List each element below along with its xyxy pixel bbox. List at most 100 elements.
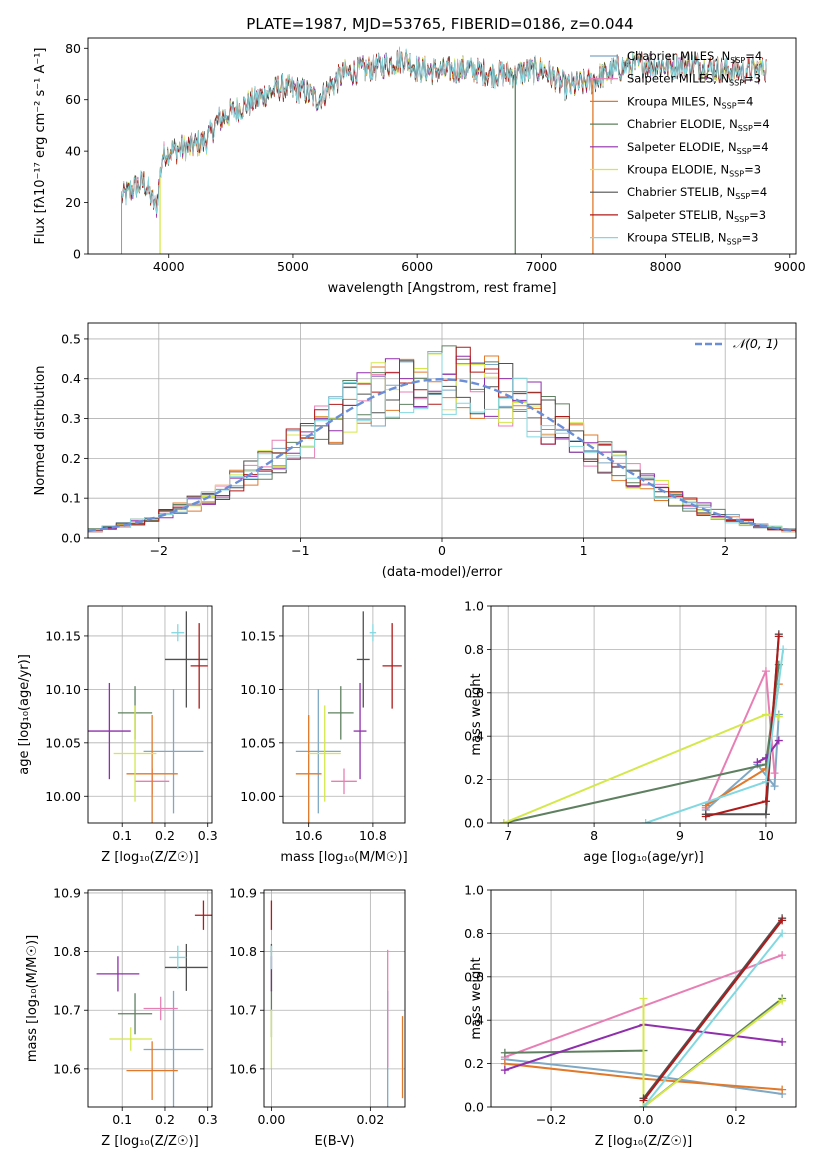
weight-line bbox=[503, 713, 779, 823]
mass-vs-ebv-panel: 0.00 0.02 10.6 10.7 10.8 10.9 E(B-V) bbox=[229, 885, 406, 1149]
weight-marker bbox=[499, 819, 508, 823]
y-tick-label: 0.8 bbox=[464, 642, 484, 657]
data-point bbox=[369, 624, 377, 642]
x-tick-label: 9 bbox=[676, 828, 684, 843]
y-tick-label: 0.8 bbox=[464, 926, 484, 941]
x-axis-label: mass [log₁₀(M/M☉)] bbox=[280, 850, 407, 865]
weight-marker bbox=[761, 667, 770, 676]
y-tick-label: 10.6 bbox=[229, 1061, 257, 1076]
x-tick-label: 7000 bbox=[525, 259, 557, 274]
y-tick-label: 0.2 bbox=[61, 451, 81, 466]
y-tick-label: 0.4 bbox=[464, 1013, 484, 1028]
legend-label: Chabrier MILES, NSSP=4 bbox=[627, 49, 762, 65]
weight-marker bbox=[639, 1103, 648, 1107]
data-point bbox=[331, 768, 357, 795]
data-point bbox=[295, 689, 341, 814]
legend-label: Chabrier ELODIE, NSSP=4 bbox=[627, 117, 770, 133]
y-axis-label: age [log₁₀(age/yr)] bbox=[17, 654, 32, 775]
spectrum-plot-area bbox=[121, 46, 767, 254]
x-axis-label: E(B-V) bbox=[314, 1134, 354, 1149]
y-tick-label: 80 bbox=[65, 41, 81, 56]
y-tick-label: 10.7 bbox=[53, 1003, 81, 1018]
y-tick-label: 10.6 bbox=[53, 1061, 81, 1076]
weight-marker bbox=[761, 777, 770, 786]
x-tick-label: −2 bbox=[150, 543, 168, 558]
y-tick-label: 10.05 bbox=[240, 735, 276, 750]
x-tick-label: −1 bbox=[291, 543, 309, 558]
data-point bbox=[308, 705, 341, 802]
y-tick-label: 0.6 bbox=[464, 969, 484, 984]
x-tick-label: 6000 bbox=[401, 259, 433, 274]
data-point bbox=[117, 993, 153, 1035]
mass-vs-Z-panel: 0.1 0.2 0.3 10.6 10.7 10.8 10.9 Z [log₁₀(Z/Z☉)]… bbox=[25, 885, 218, 1149]
weight-marker bbox=[778, 951, 787, 960]
data-point bbox=[194, 900, 212, 930]
y-tick-label: 60 bbox=[65, 92, 81, 107]
legend-label: Kroupa STELIB, NSSP=3 bbox=[627, 231, 758, 247]
x-tick-label: 0.3 bbox=[198, 1112, 218, 1127]
y-tick-label: 1.0 bbox=[464, 599, 484, 614]
weight-marker bbox=[701, 812, 710, 821]
axes-frame bbox=[87, 605, 213, 824]
weight-marker bbox=[639, 994, 648, 1003]
data-point bbox=[96, 956, 140, 992]
x-tick-label: 0.3 bbox=[198, 828, 218, 843]
x-tick-label: 10.8 bbox=[359, 828, 387, 843]
mass-vs-ebv-plot-area bbox=[270, 900, 404, 1107]
spectrum-legend: Chabrier MILES, NSSP=4 Salpeter MILES, NS… bbox=[590, 49, 770, 247]
weight-marker bbox=[778, 1085, 787, 1094]
x-axis-label: wavelength [Angstrom, rest frame] bbox=[328, 281, 557, 296]
x-tick-label: 0.1 bbox=[112, 828, 132, 843]
x-tick-label: 10 bbox=[758, 828, 774, 843]
y-axis-label: Flux [fλ10⁻¹⁷ erg cm⁻² s⁻¹ A⁻¹] bbox=[33, 48, 48, 245]
x-tick-label: 0.02 bbox=[356, 1112, 384, 1127]
weight-marker bbox=[778, 916, 787, 925]
legend-label: Salpeter STELIB, NSSP=3 bbox=[627, 208, 766, 224]
legend-label: 𝒩(0, 1) bbox=[733, 336, 779, 351]
x-tick-label: 4000 bbox=[153, 259, 185, 274]
data-point bbox=[164, 943, 208, 991]
data-point bbox=[356, 611, 370, 708]
y-tick-label: 10.8 bbox=[53, 944, 81, 959]
x-axis-label: (data-model)/error bbox=[382, 565, 503, 580]
data-point bbox=[295, 715, 322, 823]
y-tick-label: 1.0 bbox=[464, 883, 484, 898]
axes-frame bbox=[87, 889, 213, 1108]
x-axis-label: Z [log₁₀(Z/Z☉)] bbox=[101, 1134, 198, 1149]
y-tick-label: 0.0 bbox=[464, 1100, 484, 1115]
x-tick-label: 10.6 bbox=[295, 828, 323, 843]
weight-vs-age-panel: 7 8 9 10 0.0 0.2 0.4 0.6 0.8 1.0 age [log₁₀(age/yr… bbox=[464, 599, 797, 865]
weight-vs-age-plot-area bbox=[499, 630, 788, 823]
data-point bbox=[126, 1041, 178, 1100]
legend-label: Kroupa ELODIE, NSSP=3 bbox=[627, 163, 761, 179]
residuals-plot-area bbox=[88, 345, 796, 534]
weight-marker bbox=[779, 645, 788, 654]
y-tick-label: 0.2 bbox=[464, 1056, 484, 1071]
weight-marker bbox=[774, 632, 783, 641]
x-tick-label: 0.0 bbox=[634, 1112, 654, 1127]
weight-marker bbox=[778, 1037, 787, 1046]
data-point bbox=[382, 623, 402, 709]
x-tick-label: 0.1 bbox=[112, 1112, 132, 1127]
data-point bbox=[113, 705, 157, 802]
x-axis-label: Z [log₁₀(Z/Z☉)] bbox=[595, 1134, 692, 1149]
mass-vs-Z-plot-area bbox=[96, 900, 212, 1107]
x-axis-label: Z [log₁₀(Z/Z☉)] bbox=[101, 850, 198, 865]
axes-frame bbox=[490, 605, 797, 824]
figure-title: PLATE=1987, MJD=53765, FIBERID=0186, z=0… bbox=[246, 15, 633, 33]
data-point bbox=[353, 682, 367, 780]
spectrum-line bbox=[121, 47, 767, 215]
legend-label: Salpeter ELODIE, NSSP=4 bbox=[627, 140, 769, 156]
y-tick-label: 10.8 bbox=[229, 944, 257, 959]
x-tick-label: 0.2 bbox=[155, 828, 175, 843]
weight-marker bbox=[761, 810, 770, 819]
weight-marker bbox=[774, 712, 783, 721]
weight-vs-Z-panel: −0.2 0.0 0.2 0.0 0.2 0.4 0.6 0.8 1.0 Z [log₁₀(Z/Z… bbox=[464, 883, 797, 1149]
y-tick-label: 10.00 bbox=[45, 789, 81, 804]
data-point bbox=[327, 686, 354, 740]
gaussian-curve bbox=[88, 377, 796, 533]
age-vs-mass-plot-area bbox=[295, 611, 402, 823]
weight-vs-Z-plot-area bbox=[500, 914, 787, 1107]
y-axis-label: mass [log₁₀(M/M☉)] bbox=[25, 935, 40, 1062]
x-tick-label: 8 bbox=[590, 828, 598, 843]
